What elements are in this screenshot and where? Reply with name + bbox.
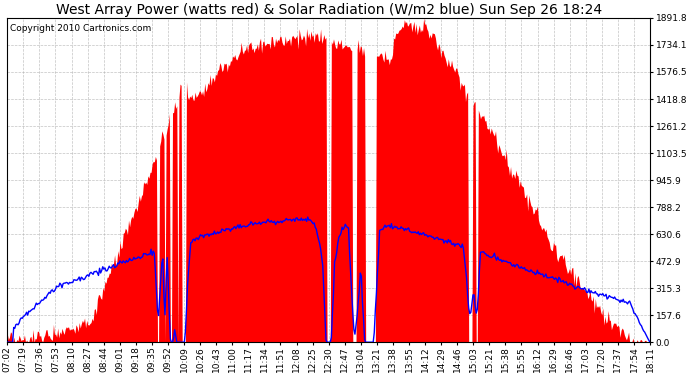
Title: West Array Power (watts red) & Solar Radiation (W/m2 blue) Sun Sep 26 18:24: West Array Power (watts red) & Solar Rad…	[56, 3, 602, 17]
Text: Copyright 2010 Cartronics.com: Copyright 2010 Cartronics.com	[10, 24, 152, 33]
